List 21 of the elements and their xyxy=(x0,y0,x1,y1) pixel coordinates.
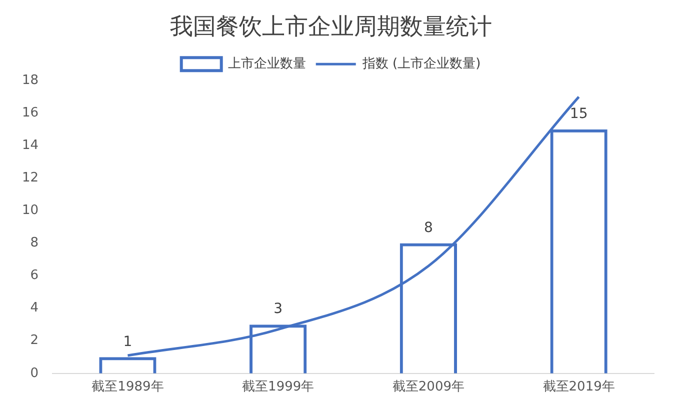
x-tick-label: 截至1999年 xyxy=(242,380,314,395)
y-tick-label: 8 xyxy=(30,236,39,251)
data-label: 15 xyxy=(570,106,588,122)
y-tick-label: 0 xyxy=(30,366,39,381)
x-tick-label: 截至1989年 xyxy=(92,380,164,395)
data-label: 1 xyxy=(123,334,132,350)
y-tick-label: 14 xyxy=(22,138,39,154)
y-tick-label: 4 xyxy=(30,300,39,316)
y-tick-label: 6 xyxy=(30,268,39,284)
legend-label: 上市企业数量 xyxy=(228,56,306,72)
chart-title: 我国餐饮上市企业周期数量统计 xyxy=(170,14,492,40)
y-tick-label: 10 xyxy=(22,203,39,218)
y-tick-label: 16 xyxy=(22,106,39,121)
y-tick-label: 12 xyxy=(22,170,39,186)
x-tick-label: 截至2009年 xyxy=(392,380,464,395)
x-tick-label: 截至2019年 xyxy=(542,380,615,395)
y-tick-label: 18 xyxy=(22,72,39,88)
legend-label: 指数 (上市企业数量) xyxy=(361,56,481,72)
data-label: 3 xyxy=(274,301,283,318)
y-tick-label: 2 xyxy=(30,333,39,348)
data-label: 8 xyxy=(424,220,433,236)
